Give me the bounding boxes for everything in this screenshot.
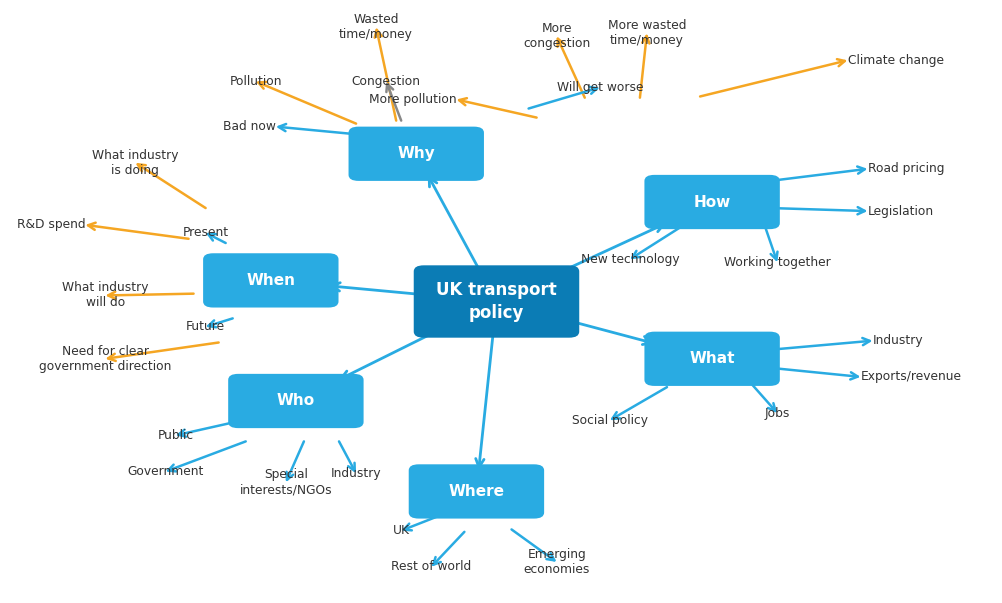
Text: Special
interests/NGOs: Special interests/NGOs [239,469,332,496]
FancyBboxPatch shape [414,265,578,338]
Text: Pollution: Pollution [229,75,282,88]
Text: What industry
will do: What industry will do [62,282,148,309]
FancyBboxPatch shape [227,374,363,428]
Text: Emerging
economies: Emerging economies [523,548,589,576]
FancyBboxPatch shape [409,464,543,519]
Text: Jobs: Jobs [764,406,790,420]
Text: Where: Where [448,484,504,499]
Text: Rest of world: Rest of world [391,560,471,573]
Text: More wasted
time/money: More wasted time/money [607,19,685,47]
Text: Working together: Working together [723,256,830,269]
Text: What industry
is doing: What industry is doing [92,149,178,177]
Text: Social policy: Social policy [571,414,647,427]
Text: UK: UK [393,524,409,537]
Text: How: How [692,195,730,209]
Text: R&D spend: R&D spend [17,218,85,232]
Text: Future: Future [185,320,225,333]
Text: More pollution: More pollution [369,93,456,106]
FancyBboxPatch shape [202,253,339,308]
Text: Government: Government [127,465,203,478]
Text: Climate change: Climate change [847,54,943,67]
Text: Why: Why [397,147,435,161]
Text: Industry: Industry [331,467,381,480]
Text: Bad now: Bad now [222,120,276,133]
Text: Road pricing: Road pricing [867,162,943,175]
Text: Wasted
time/money: Wasted time/money [339,13,413,41]
FancyBboxPatch shape [349,127,483,181]
Text: UK transport
policy: UK transport policy [436,282,556,321]
Text: New technology: New technology [580,253,678,266]
Text: More
congestion: More congestion [522,22,590,50]
Text: Industry: Industry [872,334,922,347]
Text: When: When [246,273,295,288]
Text: Legislation: Legislation [867,204,933,218]
Text: Congestion: Congestion [352,75,420,88]
FancyBboxPatch shape [643,175,780,229]
Text: Public: Public [157,429,193,442]
Text: What: What [688,352,734,366]
FancyBboxPatch shape [643,332,780,386]
Text: Need for clear
government direction: Need for clear government direction [39,345,171,373]
Text: Exports/revenue: Exports/revenue [860,370,961,384]
Text: Will get worse: Will get worse [556,81,642,94]
Text: Who: Who [277,394,315,408]
Text: Present: Present [182,226,228,239]
